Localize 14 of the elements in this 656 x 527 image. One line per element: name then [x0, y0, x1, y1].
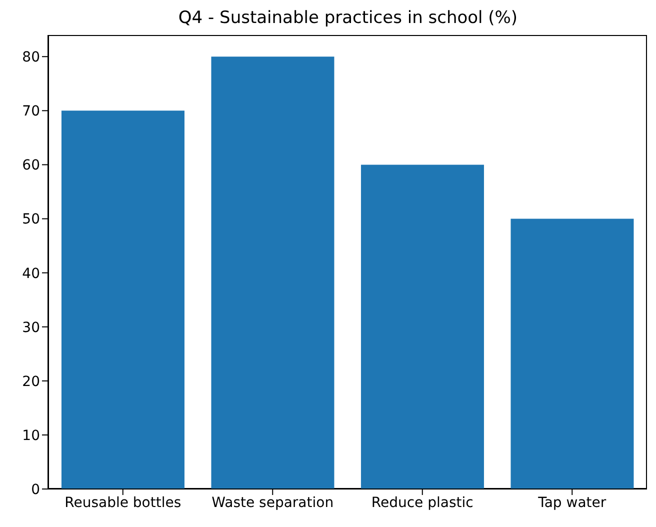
x-tick-label: Reduce plastic — [371, 494, 474, 511]
x-tick-label: Waste separation — [212, 494, 334, 511]
y-tick-label: 80 — [22, 50, 40, 66]
y-tick-label: 50 — [22, 212, 40, 228]
chart-title: Q4 - Sustainable practices in school (%) — [177, 8, 519, 30]
y-tick-label: 20 — [22, 374, 40, 390]
y-tick-label: 0 — [31, 482, 40, 498]
x-tick-label: Tap water — [537, 494, 606, 511]
y-tick-label: 10 — [22, 428, 40, 444]
x-tick-label: Reusable bottles — [64, 494, 182, 511]
y-tick-label: 70 — [22, 104, 40, 120]
y-tick-label: 60 — [22, 158, 40, 174]
y-tick-label: 30 — [22, 320, 40, 336]
y-tick-label: 40 — [22, 266, 40, 282]
